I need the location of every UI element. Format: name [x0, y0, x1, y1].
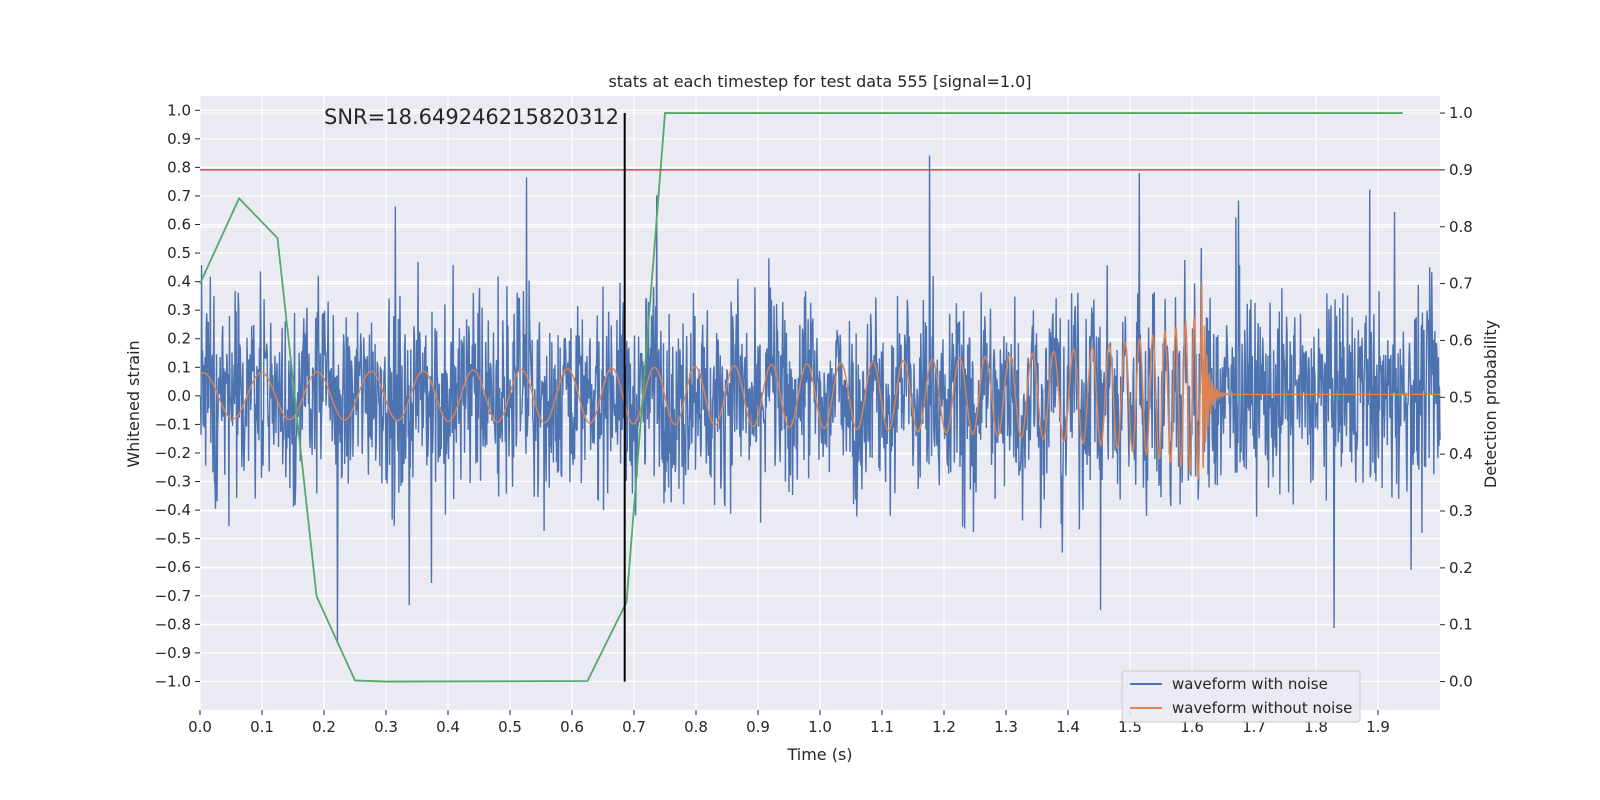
x-tick-label: 0.0: [188, 718, 212, 736]
x-tick-label: 1.4: [1056, 718, 1080, 736]
y-right-tick-label: 0.6: [1449, 331, 1473, 349]
x-tick-label: 1.3: [994, 718, 1018, 736]
y-left-tick-label: −0.6: [155, 558, 191, 576]
y-left-tick-label: −0.4: [155, 501, 191, 519]
y-left-tick-label: 0.3: [167, 301, 191, 319]
x-tick-label: 0.6: [560, 718, 584, 736]
y-left-tick-label: −0.1: [155, 415, 191, 433]
x-tick-label: 1.0: [808, 718, 832, 736]
x-tick-label: 1.1: [870, 718, 894, 736]
x-tick-label: 0.7: [622, 718, 646, 736]
chart-title: stats at each timestep for test data 555…: [608, 72, 1031, 91]
x-tick-label: 0.8: [684, 718, 708, 736]
y-axis-right-label: Detection probability: [1481, 320, 1500, 488]
x-axis-label: Time (s): [786, 745, 852, 764]
y-left-tick-label: −0.3: [155, 473, 191, 491]
y-right-tick-label: 0.0: [1449, 673, 1473, 691]
y-left-tick-label: −0.2: [155, 444, 191, 462]
y-left-tick-label: 0.9: [167, 130, 191, 148]
series-waveform-with-noise: [199, 155, 1441, 642]
y-left-tick-label: −1.0: [155, 672, 191, 690]
x-tick-label: 1.2: [932, 718, 956, 736]
y-axis-left: 1.0 0.9 0.8 0.7 0.6 0.5 0.4 0.3 0.2 0.1 0.0 −0.1 −0.…: [155, 101, 200, 690]
y-left-tick-label: 0.8: [167, 158, 191, 176]
x-tick-label: 0.3: [374, 718, 398, 736]
x-tick-label: 0.5: [498, 718, 522, 736]
y-left-tick-label: 1.0: [167, 101, 191, 119]
y-left-tick-label: −0.5: [155, 530, 191, 548]
y-right-tick-label: 0.1: [1449, 616, 1473, 634]
x-tick-label: 0.4: [436, 718, 460, 736]
y-right-tick-label: 0.3: [1449, 502, 1473, 520]
y-left-tick-label: 0.0: [167, 387, 191, 405]
y-left-tick-label: 0.1: [167, 358, 191, 376]
y-left-tick-label: 0.2: [167, 330, 191, 348]
x-tick-label: 0.9: [746, 718, 770, 736]
y-left-tick-label: 0.5: [167, 244, 191, 262]
legend: waveform with noise waveform without noi…: [1121, 670, 1361, 723]
y-right-tick-label: 1.0: [1449, 104, 1473, 122]
x-tick-label: 0.1: [250, 718, 274, 736]
y-left-tick-label: 0.6: [167, 216, 191, 234]
series-detection-probability: [199, 112, 1403, 683]
y-right-tick-label: 0.5: [1449, 388, 1473, 406]
series-layer: [199, 112, 1441, 683]
y-axis-left-label: Whitened strain: [124, 340, 143, 467]
y-axis-right: 1.0 0.9 0.8 0.7 0.6 0.5 0.4 0.3 0.2 0.1 0.0: [1440, 104, 1473, 691]
series-waveform-without-noise: [199, 282, 1440, 480]
y-right-tick-label: 0.2: [1449, 559, 1473, 577]
y-right-tick-label: 0.4: [1449, 445, 1473, 463]
x-axis: 0.0 0.1 0.2 0.3 0.4 0.5 0.6 0.7 0.8 0.9 1.0 1.1 1.2 1…: [188, 710, 1390, 736]
x-tick-label: 0.2: [312, 718, 336, 736]
y-right-tick-label: 0.9: [1449, 161, 1473, 179]
y-left-tick-label: −0.8: [155, 615, 191, 633]
y-right-tick-label: 0.8: [1449, 218, 1473, 236]
y-left-tick-label: 0.7: [167, 187, 191, 205]
x-tick-label: 1.9: [1366, 718, 1390, 736]
y-left-tick-label: −0.9: [155, 644, 191, 662]
legend-label-clean: waveform without noise: [1172, 699, 1352, 717]
y-left-tick-label: 0.4: [167, 273, 191, 291]
legend-box: [1121, 670, 1361, 723]
y-right-tick-label: 0.7: [1449, 275, 1473, 293]
legend-label-noisy: waveform with noise: [1172, 675, 1328, 693]
snr-annotation: SNR=18.649246215820312: [324, 105, 619, 129]
y-left-tick-label: −0.7: [155, 587, 191, 605]
